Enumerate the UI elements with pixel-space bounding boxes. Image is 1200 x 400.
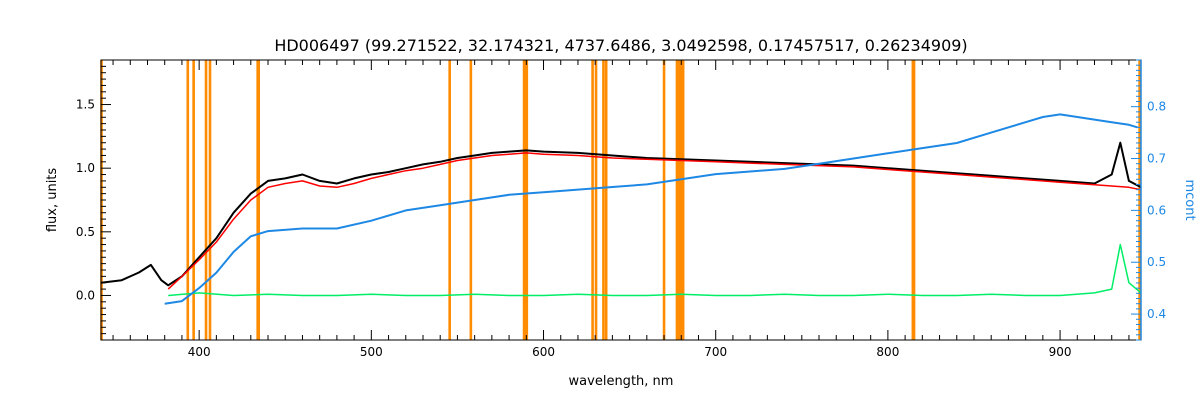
y2-tick-label: 0.5 [1147, 255, 1166, 269]
x-tick-label: 900 [1049, 345, 1072, 359]
x-tick-label: 500 [360, 345, 383, 359]
y-tick-label: 1.5 [76, 98, 95, 112]
series-mcont-line [164, 113, 1138, 305]
masked-regions [100, 60, 1141, 340]
mask-line [591, 60, 594, 340]
mask-line [257, 60, 261, 340]
y2-tick-label: 0.4 [1147, 307, 1166, 321]
series-group [100, 113, 1142, 305]
y-axis-label: flux, units [45, 168, 60, 233]
x-tick-label: 400 [188, 345, 211, 359]
y2-tick-label: 0.8 [1147, 100, 1166, 114]
mask-line [662, 60, 666, 340]
y2-axis: 0.4 0.5 0.6 0.7 0.8 [1131, 59, 1166, 341]
series-residual-line [168, 243, 1142, 297]
y-tick-label: 0.5 [76, 225, 95, 239]
mask-line [912, 60, 916, 340]
mask-line [594, 60, 598, 340]
mask-line [186, 60, 190, 340]
chart-title: HD006497 (99.271522, 32.174321, 4737.648… [274, 36, 967, 55]
y2-axis-label: mcont [1182, 179, 1197, 220]
series-model-line [167, 152, 1142, 290]
y-axis: 0.0 0.5 1.0 1.5 [76, 65, 111, 335]
mask-line [602, 60, 605, 340]
x-axis-label: wavelength, nm [569, 374, 674, 389]
mask-line [192, 60, 195, 340]
mask-line [448, 60, 451, 340]
mask-line [525, 60, 529, 340]
mask-line [681, 60, 685, 340]
y-tick-label: 1.0 [76, 161, 95, 175]
mask-line [208, 60, 212, 340]
mask-line [204, 60, 208, 340]
x-tick-label: 800 [876, 345, 899, 359]
x-tick-label: 600 [532, 345, 555, 359]
x-tick-label: 700 [704, 345, 727, 359]
y-tick-label: 0.0 [76, 288, 95, 302]
y2-tick-label: 0.7 [1147, 152, 1166, 166]
y2-tick-label: 0.6 [1147, 203, 1166, 217]
x-axis: 400 500 600 700 800 900 [112, 60, 1130, 359]
series-observed-line [100, 141, 1142, 287]
mask-line [604, 60, 608, 340]
